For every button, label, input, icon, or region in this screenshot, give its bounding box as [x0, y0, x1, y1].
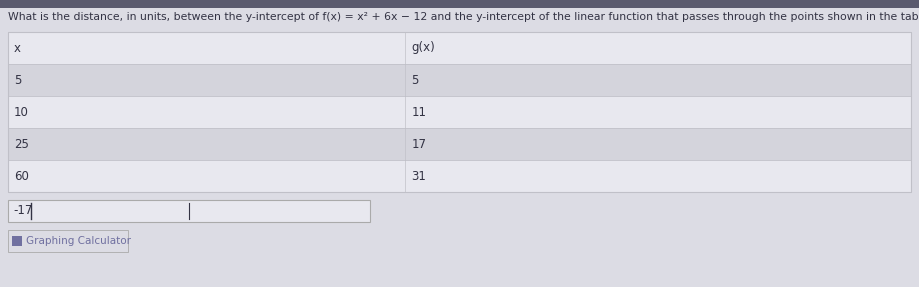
Text: g(x): g(x) [412, 42, 435, 55]
Text: 17: 17 [412, 137, 426, 150]
Text: What is the distance, in units, between the y-intercept of f(x) = x² + 6x − 12 a: What is the distance, in units, between … [8, 12, 919, 22]
Bar [8, 96, 911, 128]
Text: 25: 25 [14, 137, 28, 150]
Bar [8, 230, 128, 252]
Text: 10: 10 [14, 106, 28, 119]
Text: 31: 31 [412, 170, 426, 183]
Bar [8, 200, 370, 222]
Text: 5: 5 [412, 73, 419, 86]
Bar [8, 160, 911, 192]
Text: -17: -17 [13, 205, 32, 218]
Bar [12, 236, 22, 246]
Text: Graphing Calculator: Graphing Calculator [26, 236, 131, 246]
Bar [8, 32, 911, 64]
Text: 11: 11 [412, 106, 426, 119]
Text: x: x [14, 42, 21, 55]
Bar [8, 32, 911, 192]
Text: 60: 60 [14, 170, 28, 183]
Bar [8, 128, 911, 160]
Text: 5: 5 [14, 73, 21, 86]
Bar [8, 64, 911, 96]
Bar [0, 0, 919, 8]
